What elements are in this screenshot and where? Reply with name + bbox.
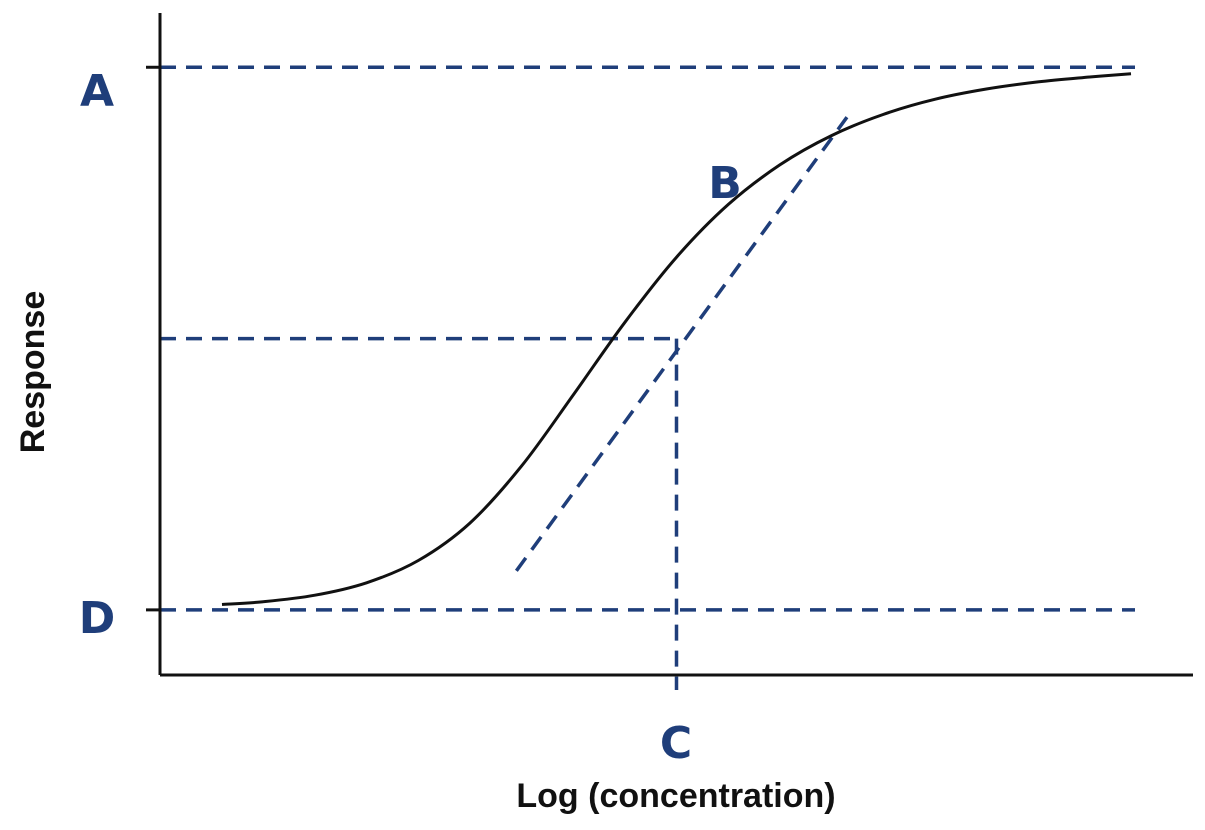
label-c: C xyxy=(660,718,692,769)
tick-marks xyxy=(146,65,160,612)
response-curve xyxy=(221,72,1132,606)
label-b: B xyxy=(708,158,742,209)
tangent-line xyxy=(514,116,849,572)
reference-lines xyxy=(160,65,1135,690)
tangent-layer xyxy=(514,116,849,572)
label-a: A xyxy=(80,66,114,117)
curve-layer xyxy=(221,72,1132,606)
x-axis-title: Log (concentration) xyxy=(516,777,835,815)
label-d: D xyxy=(79,593,116,644)
y-axis-title: Response xyxy=(14,291,52,454)
axes xyxy=(158,13,1193,677)
